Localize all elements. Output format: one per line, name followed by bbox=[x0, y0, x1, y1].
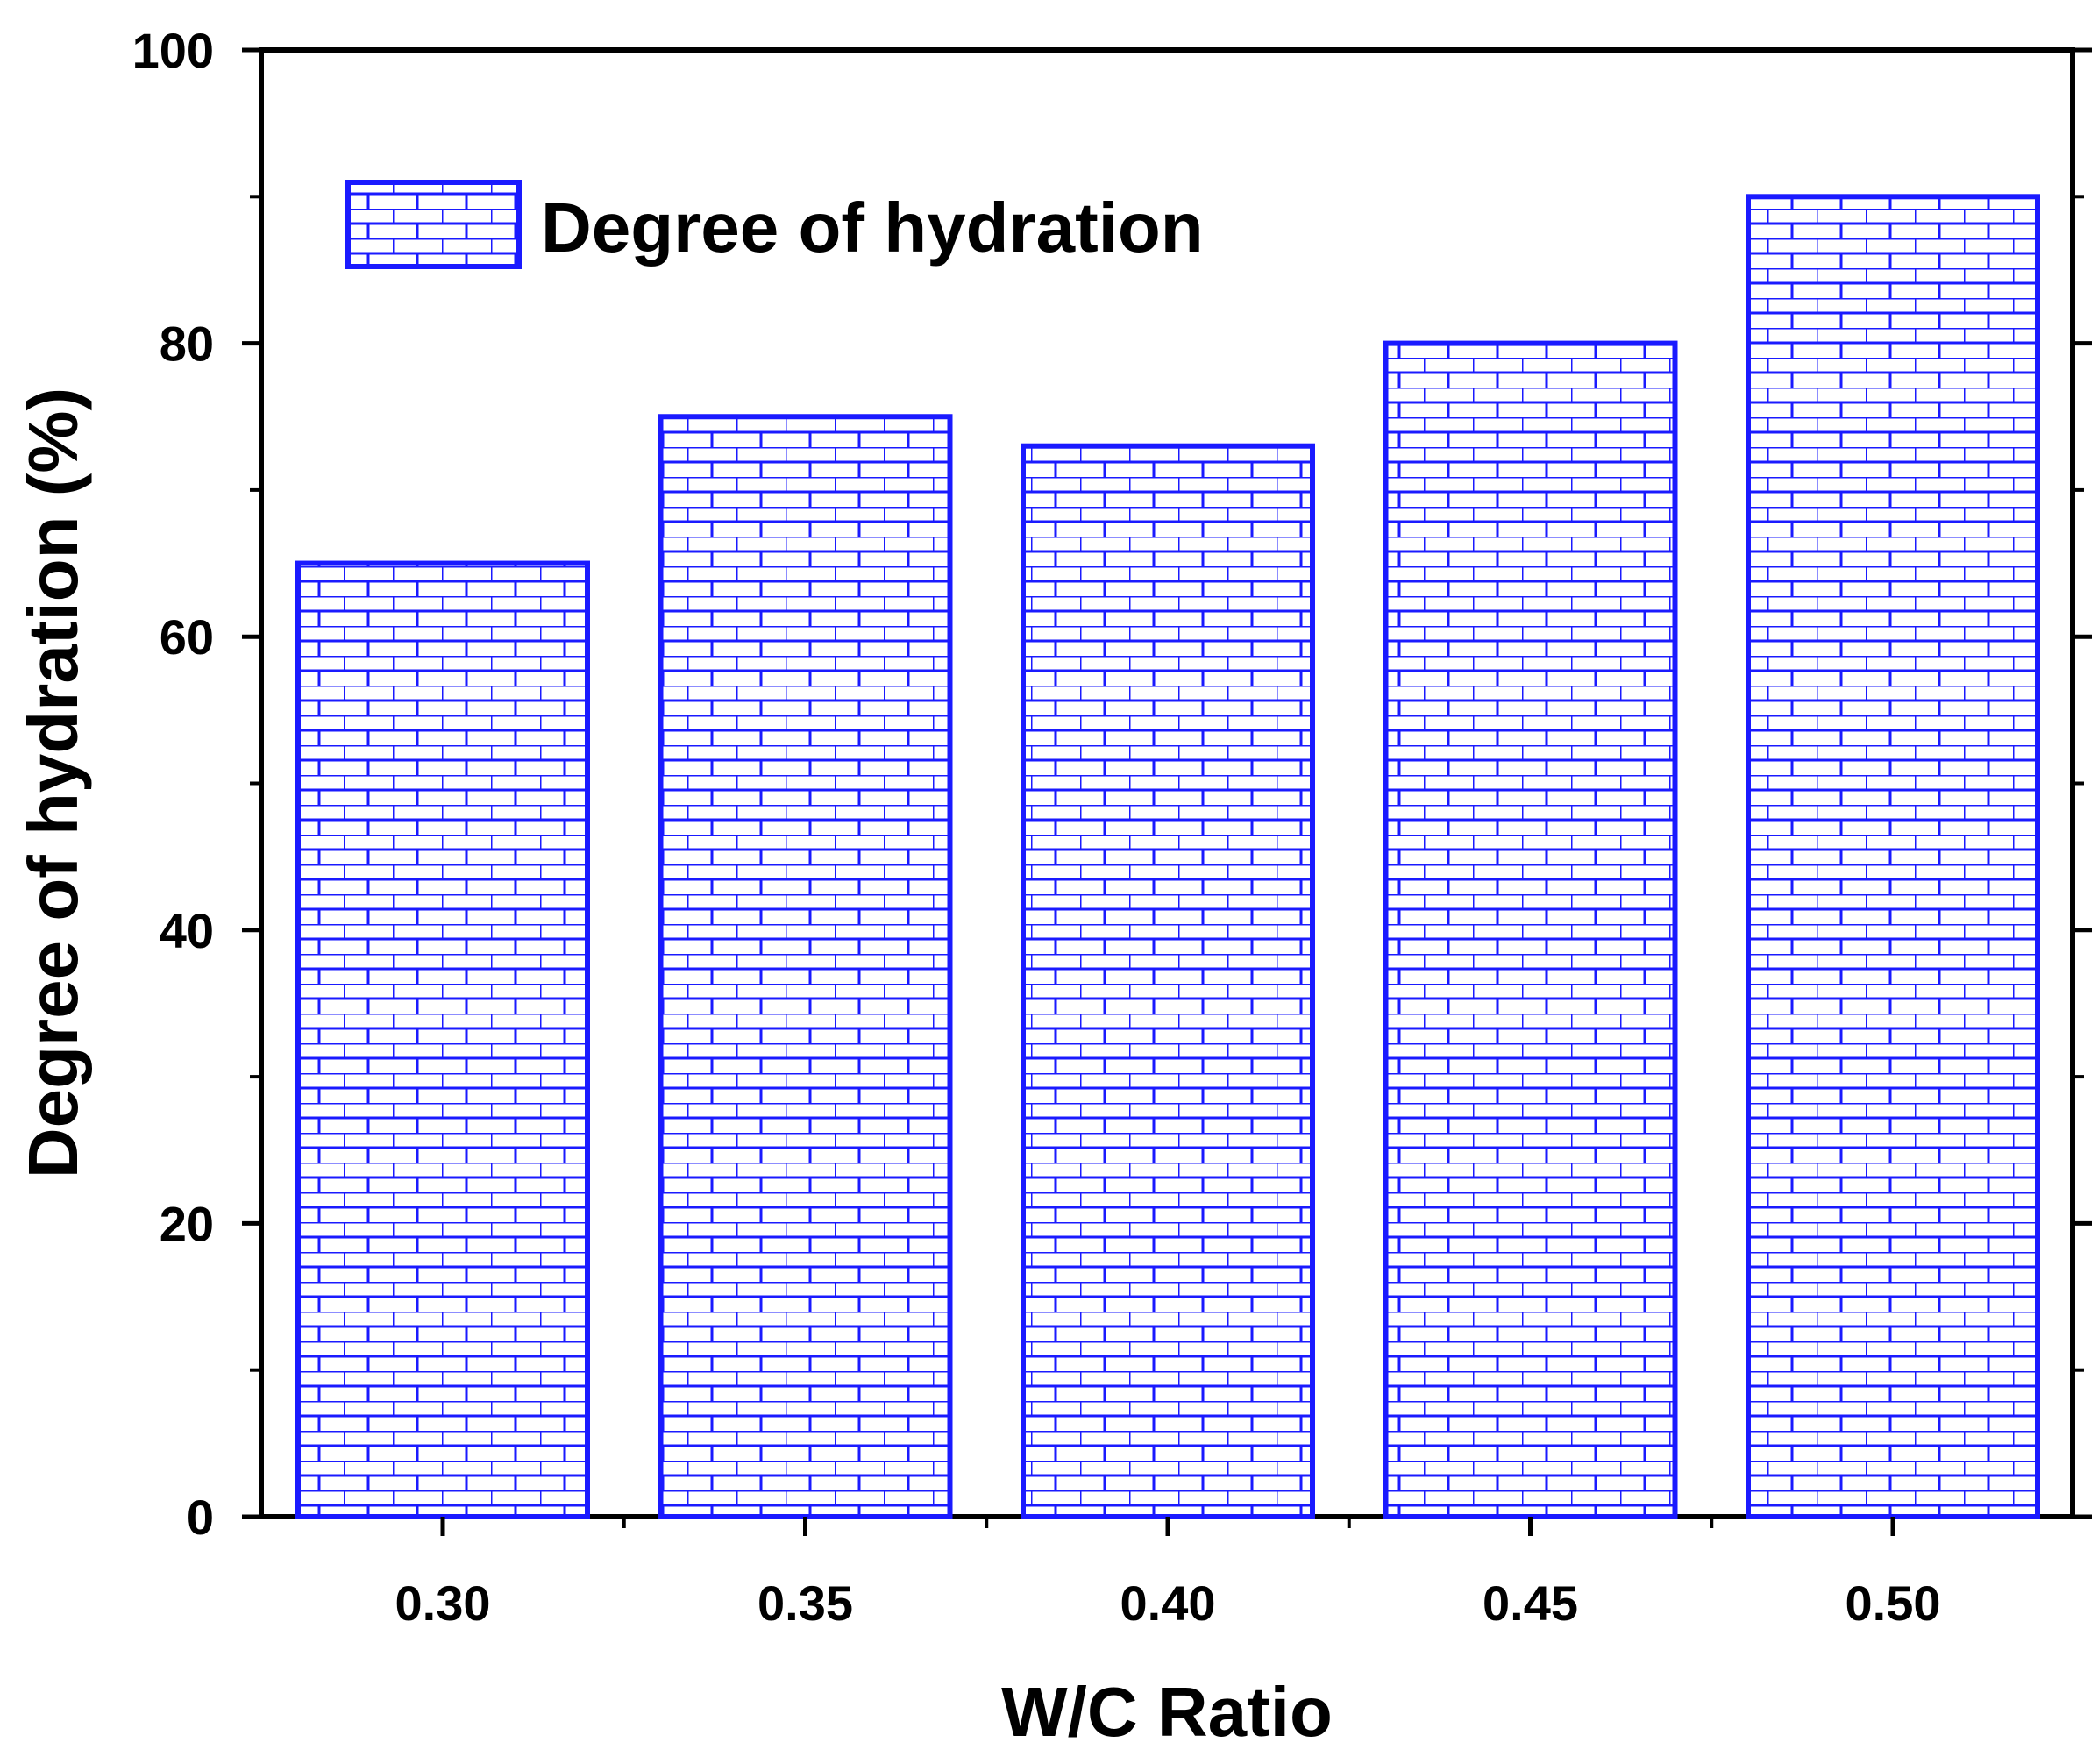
x-tick-label-0.50: 0.50 bbox=[1846, 1576, 1941, 1631]
legend: Degree of hydration bbox=[345, 180, 1204, 269]
bar-0.35 bbox=[658, 414, 953, 1519]
x-axis-title: W/C Ratio bbox=[1001, 1673, 1333, 1751]
bar-0.40 bbox=[1021, 443, 1315, 1520]
y-tick-label-60: 60 bbox=[160, 609, 214, 665]
x-axis-ticks: 0.30 0.35 0.40 0.45 0.50 bbox=[395, 1517, 1941, 1631]
x-tick-label-0.35: 0.35 bbox=[757, 1576, 853, 1631]
y-tick-label-40: 40 bbox=[160, 903, 214, 958]
bar-0.30 bbox=[295, 560, 590, 1519]
x-tick-label-0.40: 0.40 bbox=[1120, 1576, 1216, 1631]
legend-label: Degree of hydration bbox=[541, 188, 1204, 267]
y-axis-title: Degree of hydration (%) bbox=[14, 388, 92, 1178]
y-tick-label-80: 80 bbox=[160, 317, 214, 372]
bars-group bbox=[295, 194, 2040, 1520]
bar-0.50 bbox=[1746, 194, 2040, 1519]
x-tick-label-0.30: 0.30 bbox=[395, 1576, 491, 1631]
y-tick-label-0: 0 bbox=[187, 1490, 214, 1545]
legend-swatch bbox=[345, 180, 522, 269]
y-tick-label-20: 20 bbox=[160, 1196, 214, 1251]
bar-0.45 bbox=[1383, 340, 1678, 1520]
x-tick-label-0.45: 0.45 bbox=[1483, 1576, 1578, 1631]
y-tick-label-100: 100 bbox=[132, 23, 214, 78]
y-axis-ticks: 0 20 40 60 80 100 bbox=[132, 23, 2092, 1545]
